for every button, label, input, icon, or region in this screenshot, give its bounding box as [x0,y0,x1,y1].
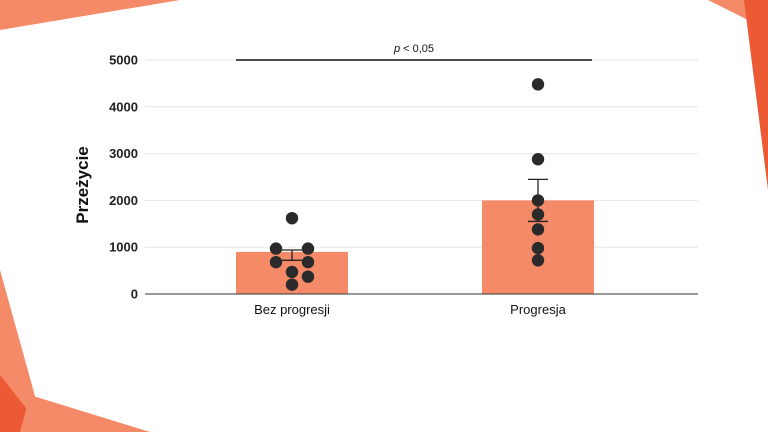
data-point-0-2 [301,242,315,255]
data-point-0-5 [285,265,299,279]
y-tick-label-5000: 5000 [109,53,138,68]
data-point-1-5 [531,241,545,255]
y-tick-labels: 0 1000 2000 3000 4000 5000 [109,53,138,302]
significance-label: p < 0,05 [393,43,434,55]
data-point-1-1 [531,153,545,166]
decor-top-left-shape [0,0,180,30]
decor-bottom-strip-shape [20,395,150,432]
decor-right-shape [744,0,768,190]
data-point-0-6 [301,270,315,283]
x-category-label-0: Bez progresji [254,302,330,317]
data-point-1-0 [531,78,545,91]
y-tick-label-3000: 3000 [109,146,138,161]
y-axis-label: Przeżycie [73,146,92,224]
x-category-label-1: Progresja [510,302,566,317]
data-point-0-7 [285,278,299,291]
y-tick-label-4000: 4000 [109,99,138,114]
y-tick-label-1000: 1000 [109,240,138,255]
x-tick-labels: Bez progresji Progresja [254,302,567,317]
data-point-0-1 [269,242,283,255]
p-symbol: p [393,43,400,55]
y-tick-label-2000: 2000 [109,193,138,208]
data-point-1-4 [531,223,545,236]
data-point-0-0 [285,211,299,225]
data-point-1-6 [531,254,545,267]
data-point-0-3 [269,255,283,269]
data-point-1-3 [531,208,545,221]
data-point-1-2 [531,194,545,207]
p-threshold: < 0,05 [400,43,434,55]
data-point-0-4 [301,255,315,269]
y-tick-label-0: 0 [131,287,138,302]
grid-lines [145,59,698,248]
data-points-group [269,78,545,291]
